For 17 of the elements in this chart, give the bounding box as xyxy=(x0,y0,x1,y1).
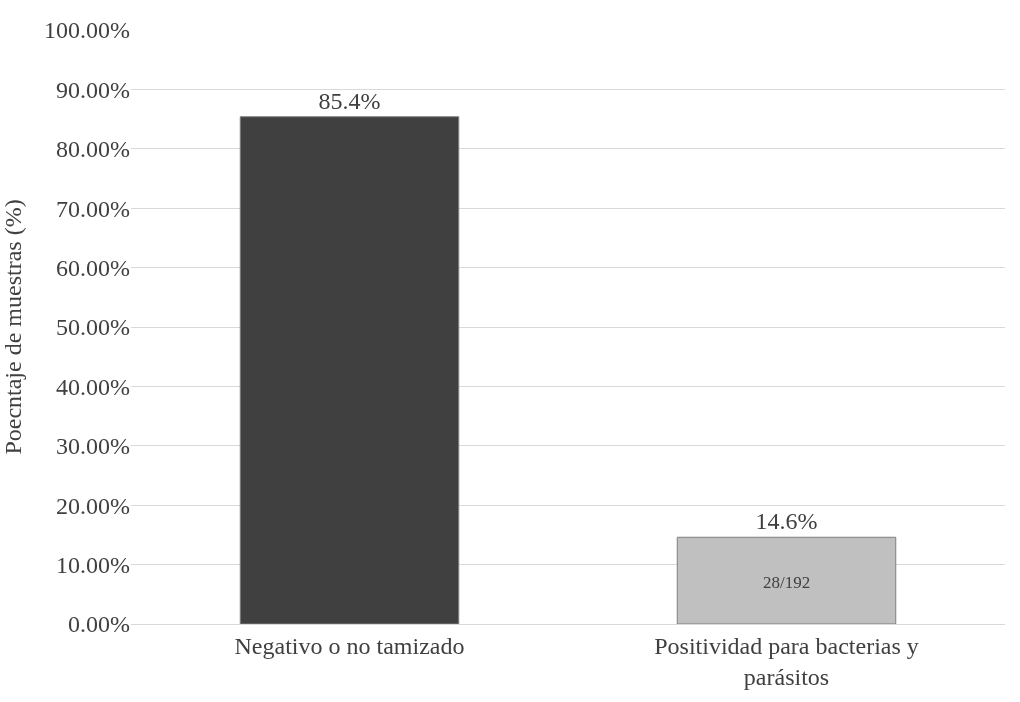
x-tick-label: Positividad para bacterias y parásitos xyxy=(654,632,919,690)
annotation: 28/192 xyxy=(763,573,811,592)
x-tick-label: Negativo o no tamizado xyxy=(234,632,465,659)
data-label: 14.6% xyxy=(755,508,818,535)
data-label: 85.4% xyxy=(318,87,381,114)
y-tick-label: 40.00% xyxy=(56,373,130,400)
y-tick-label: 20.00% xyxy=(56,492,130,519)
y-tick-label: 30.00% xyxy=(56,433,130,460)
y-axis-title: Poecntaje de muestras (%) xyxy=(0,199,27,455)
y-tick-label: 0.00% xyxy=(68,611,130,638)
y-tick-label: 100.00% xyxy=(44,17,130,44)
y-tick-label: 50.00% xyxy=(56,314,130,341)
y-tick-label: 60.00% xyxy=(56,255,130,281)
y-tick-label: 90.00% xyxy=(56,76,130,103)
y-tick-label: 70.00% xyxy=(56,195,130,222)
y-tick-label: 10.00% xyxy=(56,552,130,578)
y-tick-label: 80.00% xyxy=(56,136,130,163)
